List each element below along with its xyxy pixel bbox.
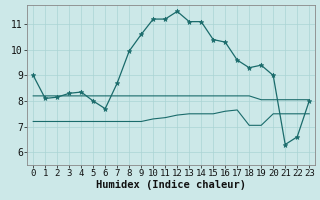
X-axis label: Humidex (Indice chaleur): Humidex (Indice chaleur)	[96, 180, 246, 190]
